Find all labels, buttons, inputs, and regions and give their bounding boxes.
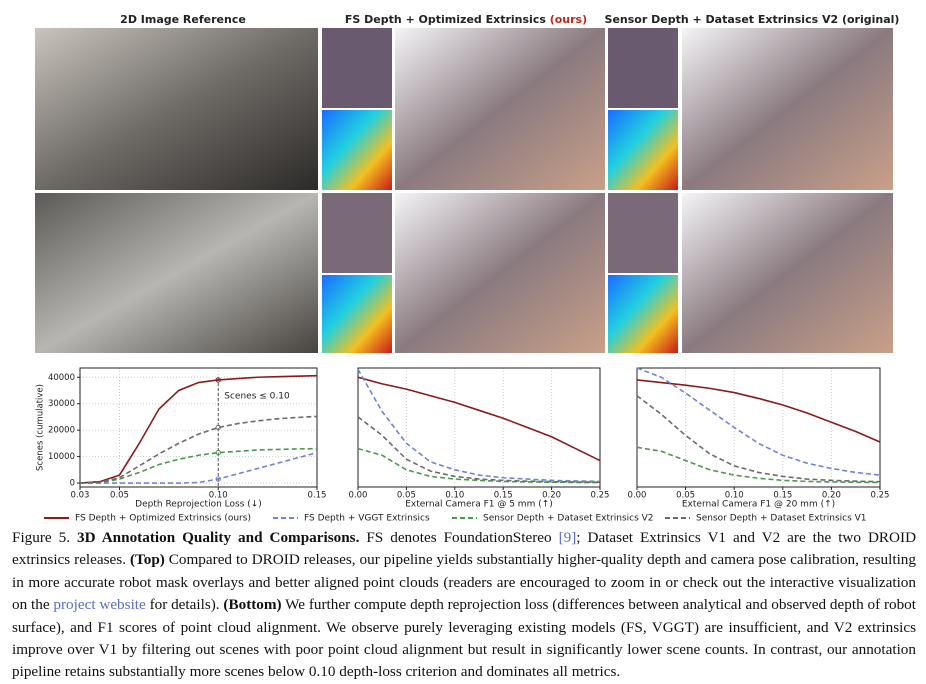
caption-text: Compared to DROID releases, our pipeline… <box>12 551 916 614</box>
header: FS Depth + Optimized Extrinsics (ours) <box>345 13 587 26</box>
point-cloud <box>395 193 605 353</box>
figure: 2D Image Reference FS Depth + Optimized … <box>35 13 900 524</box>
legend-label: Sensor Depth + Dataset Extrinsics V2 <box>483 514 654 524</box>
x-axis-label: External Camera F1 @ 5 mm (↑) <box>405 500 553 510</box>
caption-text: We further compute depth reprojection lo… <box>12 596 917 681</box>
plot-frame <box>357 367 601 488</box>
point-marker <box>215 476 221 482</box>
series-line <box>357 368 601 483</box>
x-tick-label: 0.25 <box>591 491 610 501</box>
x-tick-label: 0.05 <box>676 491 695 501</box>
series-line <box>636 446 881 484</box>
x-tick-label: 0.20 <box>822 491 841 501</box>
plot-frame <box>79 367 318 488</box>
x-tick-label: 0.25 <box>871 491 890 501</box>
series-line <box>357 416 601 484</box>
point-marker <box>215 377 221 383</box>
series-line <box>636 395 881 483</box>
thumb <box>608 193 678 273</box>
header: 2D Image Reference <box>120 13 246 26</box>
legend-label: Sensor Depth + Dataset Extrinsics V1 <box>696 514 867 524</box>
point-marker <box>215 424 221 431</box>
caption-bold: (Top) <box>129 551 165 569</box>
depth-thumb <box>608 110 678 190</box>
caption-bold: (Bottom) <box>223 596 282 614</box>
depth-thumb <box>322 275 392 353</box>
series-line <box>79 374 318 484</box>
x-axis-label: Depth Reprojection Loss (↓) <box>135 500 262 510</box>
point-marker <box>215 449 221 456</box>
caption: Figure 5. 3D Annotation Quality and Comp… <box>12 527 916 684</box>
link[interactable]: project website <box>53 596 146 614</box>
y-axis-label: Scenes (cumulative) <box>36 384 46 471</box>
series-line <box>357 376 601 462</box>
caption-text: FS denotes FoundationStereo <box>366 529 552 546</box>
x-tick-label: 0.15 <box>773 491 792 501</box>
depth-thumb <box>322 110 392 190</box>
x-tick-label: 0.10 <box>725 491 744 501</box>
x-tick-label: 0.05 <box>397 491 416 501</box>
x-tick-label: 0.20 <box>542 491 561 501</box>
x-tick-label: 0.05 <box>110 491 129 501</box>
legend-label: FS Depth + VGGT Extrinsics <box>304 514 430 524</box>
citation[interactable]: [9] <box>558 529 577 546</box>
caption-text: for details). <box>149 596 220 614</box>
x-tick-label: 0.15 <box>308 491 327 501</box>
caption-label: Figure 5. <box>12 529 71 546</box>
series-line <box>79 415 318 484</box>
caption-text: ; Dataset Extrinsics V1 and V2 are the t… <box>12 529 917 569</box>
point-cloud <box>682 193 893 353</box>
caption-title: 3D Annotation Quality and Comparisons. <box>77 529 360 546</box>
thumb <box>608 28 678 108</box>
legend-label: FS Depth + Optimized Extrinsics (ours) <box>75 514 251 524</box>
header-ours: (ours) <box>550 13 587 26</box>
image <box>35 193 318 353</box>
x-tick-label: 0.15 <box>494 491 513 501</box>
x-tick-label: 0.10 <box>209 491 228 501</box>
series-line <box>636 379 881 443</box>
image <box>35 28 318 190</box>
depth-thumb <box>608 275 678 353</box>
x-tick-label: 0.10 <box>445 491 464 501</box>
x-tick-label: 0.00 <box>349 491 368 501</box>
x-axis-label: External Camera F1 @ 20 mm (↑) <box>682 500 835 510</box>
point-cloud <box>395 28 605 190</box>
y-tick-label: 40000 <box>48 373 75 383</box>
y-tick-label: 10000 <box>48 452 75 462</box>
header: Sensor Depth + Dataset Extrinsics V2 (or… <box>605 13 900 26</box>
point-cloud <box>682 28 893 190</box>
header-text: FS Depth + Optimized Extrinsics <box>345 13 550 26</box>
y-tick-label: 20000 <box>48 426 75 436</box>
thumb <box>322 28 392 108</box>
series-line <box>357 447 601 484</box>
x-tick-label: 0.00 <box>628 491 647 501</box>
series-line <box>79 447 318 484</box>
y-tick-label: 0 <box>70 479 75 489</box>
plot-frame <box>636 367 881 488</box>
thumb <box>322 193 392 273</box>
y-tick-label: 30000 <box>48 399 75 409</box>
x-tick-label: 0.03 <box>71 491 90 501</box>
annotation: Scenes ≤ 0.10 <box>224 392 290 402</box>
